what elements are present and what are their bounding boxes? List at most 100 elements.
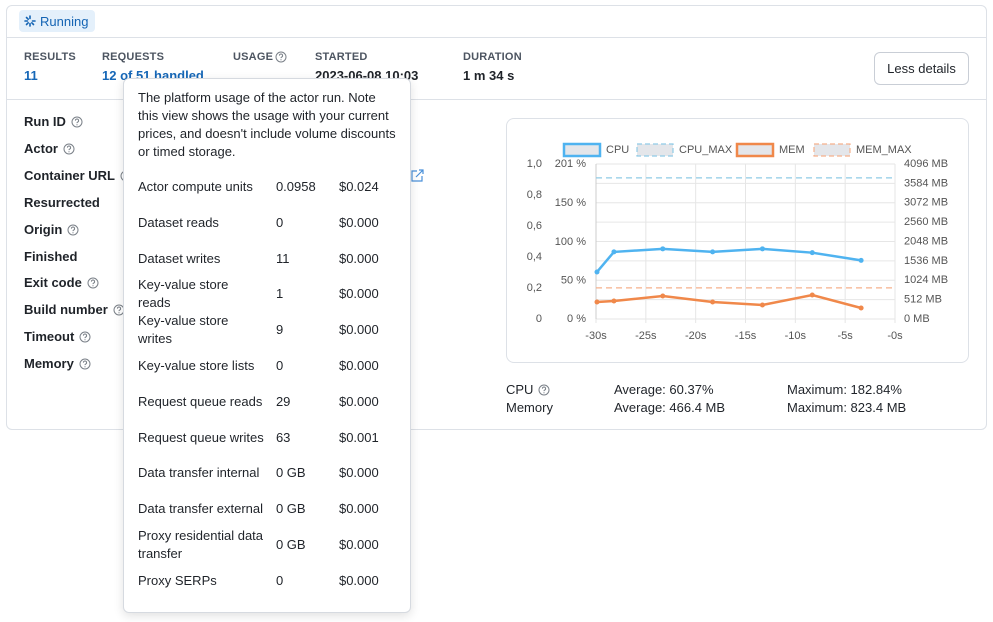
usage-value: $0.000 (338, 214, 379, 230)
usage-value: 63 (275, 429, 291, 445)
detail-label: Timeout (24, 329, 75, 345)
usage-label: Request queue reads (138, 393, 263, 409)
summary-maximum: Maximum: 182.84% (787, 382, 902, 397)
detail-label: Exit code (24, 275, 82, 291)
usage-value: $0.000 (338, 250, 379, 266)
external-link-icon (411, 169, 424, 182)
detail-label: Build number (24, 302, 108, 318)
help-icon[interactable] (79, 331, 91, 343)
summary-maximum: Maximum: 823.4 MB (787, 400, 907, 415)
y-tick-label: 50 % (561, 274, 586, 286)
usage-value: 0 (275, 358, 284, 373)
x-tick-label: -25s (635, 330, 657, 342)
usage-label: Key-value store writes (138, 313, 229, 347)
y2-tick-label: 2048 MB (904, 235, 948, 247)
data-point (611, 249, 617, 255)
legend-label: CPU (606, 144, 629, 156)
help-icon[interactable] (275, 51, 287, 63)
help-icon[interactable] (79, 358, 91, 370)
usage-chart: 4096 MB 3584 MB 3072 MB 2560 MB 2048 MB 1536 … (527, 142, 948, 342)
usage-value: $0.024 (338, 179, 379, 194)
usage-value: 0 GB (275, 501, 306, 517)
y2-tick-label: 3584 MB (904, 177, 948, 189)
y2-tick-label: 2560 MB (904, 216, 948, 228)
stat-label: REQUESTS (102, 51, 165, 63)
data-point (710, 249, 716, 255)
stat-label: RESULTS (24, 51, 76, 63)
x-tick-label: -20s (685, 330, 707, 342)
x-tick-label: -10s (785, 330, 807, 342)
run-card (6, 5, 987, 430)
legend-swatch (636, 143, 674, 157)
tooltip-row: Data transfer external 0 GB $0.000 (138, 491, 398, 527)
legend-swatch (813, 143, 851, 157)
usage-value: $0.000 (338, 286, 379, 302)
detail-label: Resurrected (24, 194, 100, 210)
usage-value: $0.000 (338, 358, 379, 373)
data-point (858, 305, 864, 311)
usage-label: Dataset reads (138, 214, 219, 230)
stat-label: STARTED (315, 51, 368, 63)
legend-label: CPU_MAX (679, 144, 733, 156)
legend-swatch (735, 142, 775, 158)
series-line (596, 293, 862, 310)
usage-value: 29 (275, 393, 291, 409)
summary-average: Average: 60.37% (614, 382, 714, 397)
data-point (594, 299, 600, 305)
usage-value: $0.000 (338, 322, 379, 338)
tooltip-row: Key-value store lists 0 $0.000 (138, 348, 398, 384)
x-tick-label: -5s (838, 330, 854, 342)
tooltip-row: Dataset writes 11 $0.000 (138, 241, 398, 277)
detail-label: Memory (24, 356, 74, 372)
y2-tick-label: 512 MB (904, 294, 942, 306)
data-point (660, 246, 666, 252)
usage-value: 0.0958 (275, 179, 316, 194)
stat-value: 11 (24, 68, 38, 83)
data-point (710, 299, 716, 305)
help-icon[interactable] (71, 116, 83, 128)
y2-tick-label: 0 MB (904, 313, 930, 325)
tooltip-row: Actor compute units 0.0958 $0.024 (138, 169, 398, 205)
y2-tick-label: 3072 MB (904, 197, 948, 209)
status-badge: Running (19, 10, 95, 32)
y3-tick-label: 0 (536, 313, 542, 325)
help-icon[interactable] (63, 143, 75, 155)
usage-label: Data transfer external (138, 501, 264, 517)
detail-label: Origin (24, 221, 63, 237)
y2-tick-label: 4096 MB (904, 158, 948, 170)
summary-label: Memory (506, 400, 553, 415)
usage-value: 0 (275, 572, 284, 588)
less-details-button[interactable]: Less details (874, 52, 969, 85)
tooltip-intro: The platform usage of the actor run. Not… (138, 90, 396, 159)
y2-tick-label: 1536 MB (904, 255, 948, 267)
divider (6, 99, 987, 100)
help-icon[interactable] (538, 384, 550, 396)
y-tick-label: 150 % (555, 197, 586, 209)
y3-tick-label: 0,4 (527, 251, 542, 263)
tooltip-row: Proxy residential data transfer 0 GB $0.00… (138, 527, 398, 563)
stat-label: DURATION (463, 51, 522, 63)
data-point (809, 250, 815, 256)
data-point (611, 298, 617, 304)
usage-label: Key-value store lists (138, 358, 255, 373)
help-icon[interactable] (87, 277, 99, 289)
divider (6, 37, 987, 38)
tooltip-row: Proxy SERPs 0 $0.000 (138, 563, 398, 599)
stat-label: USAGE (233, 51, 274, 63)
stat-value: 1 m 34 s (463, 68, 515, 83)
help-icon[interactable] (67, 224, 79, 236)
usage-value: 9 (275, 322, 284, 338)
data-point (809, 292, 815, 298)
usage-label: Dataset writes (138, 250, 221, 266)
usage-label: Key-value store reads (138, 277, 229, 311)
x-tick-label: -30s (585, 330, 607, 342)
data-point (759, 246, 765, 252)
usage-label: Actor compute units (138, 179, 253, 194)
usage-value: $0.000 (338, 501, 379, 517)
y-tick-label: 100 % (555, 236, 586, 248)
summary-average: Average: 466.4 MB (614, 400, 726, 415)
chart-panel (506, 118, 969, 363)
summary-label: CPU (506, 382, 534, 397)
y-tick-label: 201 % (555, 158, 586, 170)
